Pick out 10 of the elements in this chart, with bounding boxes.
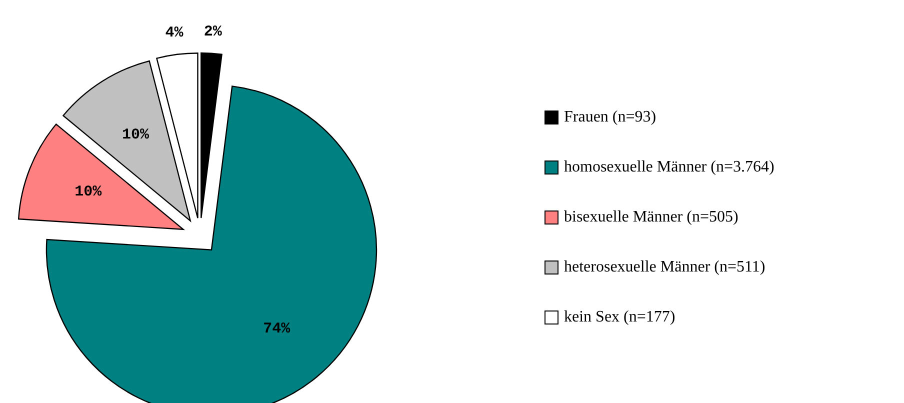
legend-label: kein Sex (n=177)	[564, 308, 676, 326]
legend-label: homosexuelle Männer (n=3.764)	[564, 158, 774, 176]
data-label: 4%	[165, 24, 184, 42]
legend-label: bisexuelle Männer (n=505)	[564, 208, 738, 226]
data-label: 10%	[122, 126, 150, 144]
data-label: 2%	[204, 23, 223, 40]
legend-label: Frauen (n=93)	[564, 108, 656, 126]
data-label: 10%	[74, 184, 103, 201]
data-label: 74%	[263, 320, 292, 338]
legend-label: heterosexuelle Männer (n=511)	[564, 258, 766, 276]
